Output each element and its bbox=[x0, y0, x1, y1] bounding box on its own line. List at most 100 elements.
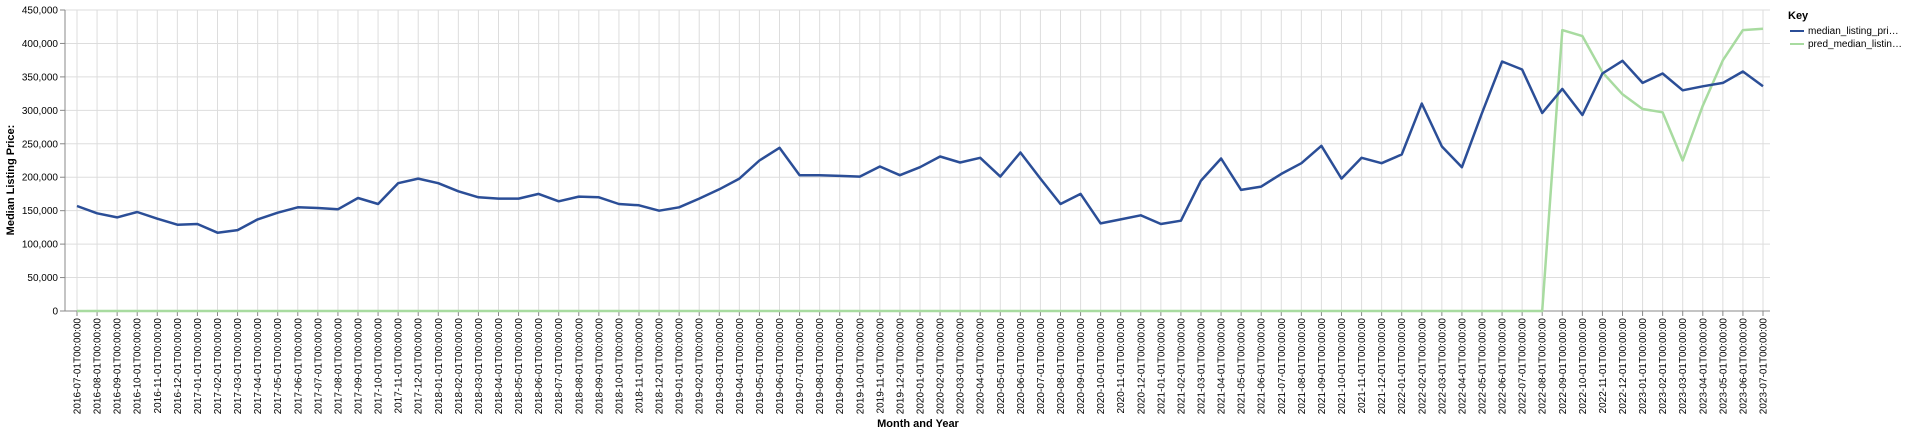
x-tick-label: 2018-10-01T00:00:00 bbox=[614, 318, 625, 415]
x-tick-label: 2019-05-01T00:00:00 bbox=[755, 318, 766, 415]
x-tick-label: 2018-02-01T00:00:00 bbox=[454, 318, 465, 415]
y-tick-label: 200,000 bbox=[22, 173, 59, 184]
y-tick-label: 400,000 bbox=[22, 39, 59, 50]
x-tick-label: 2017-10-01T00:00:00 bbox=[374, 318, 385, 415]
x-gridlines bbox=[76, 10, 1764, 311]
x-tick-label: 2020-03-01T00:00:00 bbox=[956, 318, 967, 415]
x-tick-label: 2016-09-01T00:00:00 bbox=[113, 318, 124, 415]
x-tick-label: 2019-12-01T00:00:00 bbox=[895, 318, 906, 415]
y-tick-label: 150,000 bbox=[22, 206, 59, 217]
x-tick-label: 2017-04-01T00:00:00 bbox=[253, 318, 264, 415]
x-tick-label: 2019-01-01T00:00:00 bbox=[675, 318, 686, 415]
x-tick-label: 2020-06-01T00:00:00 bbox=[1016, 318, 1027, 415]
x-tick-label: 2019-08-01T00:00:00 bbox=[815, 318, 826, 415]
axes bbox=[64, 10, 1770, 312]
x-tick-label: 2021-05-01T00:00:00 bbox=[1237, 318, 1248, 415]
x-tick-label: 2019-02-01T00:00:00 bbox=[695, 318, 706, 415]
series-line-0 bbox=[76, 59, 1764, 234]
x-tick-label: 2017-07-01T00:00:00 bbox=[313, 318, 324, 415]
series-line-1 bbox=[77, 27, 1764, 313]
x-axis-ticks: 2016-07-01T00:00:00 2016-08-01T00:00:00 20… bbox=[73, 311, 1770, 414]
x-tick-label: 2017-09-01T00:00:00 bbox=[354, 318, 365, 415]
x-tick-label: 2021-10-01T00:00:00 bbox=[1337, 318, 1348, 415]
x-tick-label: 2020-09-01T00:00:00 bbox=[1076, 318, 1087, 415]
x-tick-label: 2023-04-01T00:00:00 bbox=[1698, 318, 1709, 415]
x-tick-label: 2022-04-01T00:00:00 bbox=[1457, 318, 1468, 415]
x-tick-label: 2019-03-01T00:00:00 bbox=[715, 318, 726, 415]
x-tick-label: 2021-07-01T00:00:00 bbox=[1277, 318, 1288, 415]
x-tick-label: 2019-10-01T00:00:00 bbox=[855, 318, 866, 415]
y-tick-label: 100,000 bbox=[22, 240, 59, 251]
x-tick-label: 2022-10-01T00:00:00 bbox=[1578, 318, 1589, 415]
x-tick-label: 2021-08-01T00:00:00 bbox=[1297, 318, 1308, 415]
x-tick-label: 2023-01-01T00:00:00 bbox=[1638, 318, 1649, 415]
x-tick-label: 2018-01-01T00:00:00 bbox=[434, 318, 445, 415]
x-tick-label: 2019-07-01T00:00:00 bbox=[795, 318, 806, 415]
x-tick-label: 2022-09-01T00:00:00 bbox=[1558, 318, 1569, 415]
y-tick-label: 300,000 bbox=[22, 106, 59, 117]
x-tick-label: 2022-08-01T00:00:00 bbox=[1538, 318, 1549, 415]
x-tick-label: 2020-08-01T00:00:00 bbox=[1056, 318, 1067, 415]
y-tick-label: 0 bbox=[52, 307, 58, 318]
legend-label-median-listing-price: median_listing_pri… bbox=[1808, 26, 1899, 37]
x-tick-label: 2016-08-01T00:00:00 bbox=[93, 318, 104, 415]
x-tick-label: 2017-03-01T00:00:00 bbox=[233, 318, 244, 415]
y-tick-label: 50,000 bbox=[27, 273, 58, 284]
x-axis-title: Month and Year bbox=[877, 418, 959, 430]
x-tick-label: 2022-05-01T00:00:00 bbox=[1478, 318, 1489, 415]
legend: Key median_listing_pri… pred_median_list… bbox=[1788, 10, 1902, 50]
x-tick-label: 2021-03-01T00:00:00 bbox=[1197, 318, 1208, 415]
x-tick-label: 2017-12-01T00:00:00 bbox=[414, 318, 425, 415]
x-tick-label: 2020-11-01T00:00:00 bbox=[1116, 318, 1127, 414]
x-tick-label: 2022-03-01T00:00:00 bbox=[1437, 318, 1448, 415]
x-tick-label: 2018-06-01T00:00:00 bbox=[534, 318, 545, 415]
x-tick-label: 2020-10-01T00:00:00 bbox=[1096, 318, 1107, 415]
x-tick-label: 2023-06-01T00:00:00 bbox=[1738, 318, 1749, 415]
x-tick-label: 2016-07-01T00:00:00 bbox=[73, 318, 84, 415]
x-tick-label: 2019-09-01T00:00:00 bbox=[835, 318, 846, 415]
x-tick-label: 2018-09-01T00:00:00 bbox=[594, 318, 605, 415]
y-axis-ticks: 0 50,000 100,000 150,000 200,000 250,000 300,0… bbox=[22, 6, 65, 318]
y-tick-label: 450,000 bbox=[22, 6, 59, 17]
series-lines bbox=[76, 27, 1764, 313]
x-tick-label: 2018-12-01T00:00:00 bbox=[655, 318, 666, 415]
x-tick-label: 2022-01-01T00:00:00 bbox=[1397, 318, 1408, 415]
x-tick-label: 2017-11-01T00:00:00 bbox=[394, 318, 405, 414]
x-tick-label: 2019-06-01T00:00:00 bbox=[775, 318, 786, 415]
x-tick-label: 2016-12-01T00:00:00 bbox=[173, 318, 184, 415]
x-tick-label: 2020-04-01T00:00:00 bbox=[976, 318, 987, 415]
y-tick-label: 250,000 bbox=[22, 139, 59, 150]
x-tick-label: 2018-11-01T00:00:00 bbox=[635, 318, 646, 414]
x-tick-label: 2018-08-01T00:00:00 bbox=[574, 318, 585, 415]
x-tick-label: 2018-07-01T00:00:00 bbox=[554, 318, 565, 415]
x-tick-label: 2018-04-01T00:00:00 bbox=[494, 318, 505, 415]
x-tick-label: 2021-04-01T00:00:00 bbox=[1217, 318, 1228, 415]
x-tick-label: 2021-09-01T00:00:00 bbox=[1317, 318, 1328, 415]
x-tick-label: 2018-05-01T00:00:00 bbox=[514, 318, 525, 415]
x-tick-label: 2017-05-01T00:00:00 bbox=[273, 318, 284, 415]
y-tick-label: 350,000 bbox=[22, 72, 59, 83]
legend-title: Key bbox=[1788, 10, 1809, 22]
legend-label-pred-median-listing-price: pred_median_listin… bbox=[1808, 39, 1902, 50]
x-tick-label: 2022-07-01T00:00:00 bbox=[1518, 318, 1529, 415]
x-tick-label: 2019-11-01T00:00:00 bbox=[875, 318, 886, 414]
x-tick-label: 2020-02-01T00:00:00 bbox=[936, 318, 947, 415]
x-tick-label: 2016-10-01T00:00:00 bbox=[133, 318, 144, 415]
x-tick-label: 2021-06-01T00:00:00 bbox=[1257, 318, 1268, 415]
x-tick-label: 2020-12-01T00:00:00 bbox=[1136, 318, 1147, 415]
x-tick-label: 2016-11-01T00:00:00 bbox=[153, 318, 164, 414]
x-tick-label: 2017-01-01T00:00:00 bbox=[193, 318, 204, 415]
gridlines bbox=[65, 9, 1770, 312]
x-tick-label: 2023-02-01T00:00:00 bbox=[1658, 318, 1669, 415]
x-tick-label: 2019-04-01T00:00:00 bbox=[735, 318, 746, 415]
x-tick-label: 2021-12-01T00:00:00 bbox=[1377, 318, 1388, 415]
x-tick-label: 2018-03-01T00:00:00 bbox=[474, 318, 485, 415]
x-tick-label: 2022-11-01T00:00:00 bbox=[1598, 318, 1609, 414]
x-tick-label: 2023-07-01T00:00:00 bbox=[1759, 318, 1770, 415]
y-axis-title: Median Listing Price: bbox=[5, 125, 17, 236]
x-tick-label: 2020-05-01T00:00:00 bbox=[996, 318, 1007, 415]
x-tick-label: 2020-07-01T00:00:00 bbox=[1036, 318, 1047, 415]
x-tick-label: 2022-06-01T00:00:00 bbox=[1498, 318, 1509, 415]
x-tick-label: 2022-02-01T00:00:00 bbox=[1417, 318, 1428, 415]
